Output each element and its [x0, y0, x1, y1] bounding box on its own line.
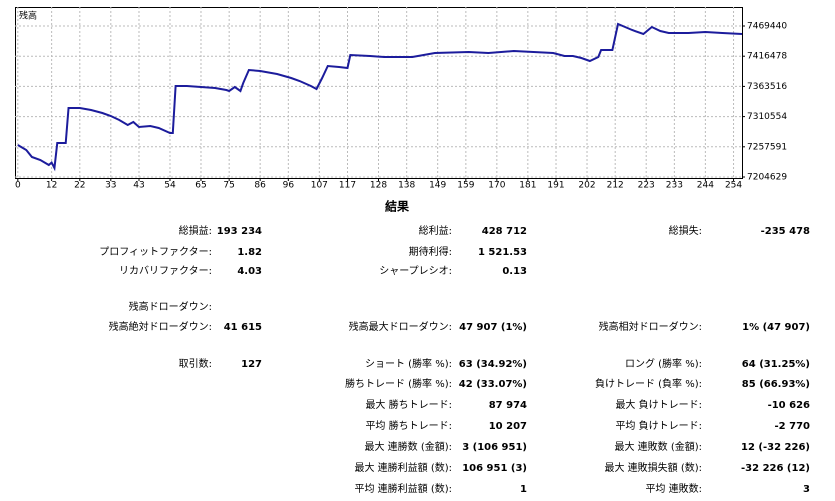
stat-label: 最大 連勝数 (金額): [364, 440, 452, 453]
x-tick-label: 159 [457, 181, 474, 191]
stat-value: 12 (-32 226) [741, 442, 810, 453]
stat-label: 平均 連敗数: [645, 482, 702, 495]
stat-value: 41 615 [224, 322, 262, 333]
x-tick-label: 75 [223, 181, 234, 191]
x-tick-label: 0 [15, 181, 21, 191]
stat-value: 47 907 (1%) [459, 322, 527, 333]
stat-label: 取引数: [179, 357, 212, 370]
stat-label: 期待利得: [409, 245, 452, 258]
stat-label: 総利益: [419, 224, 452, 237]
x-tick-label: 33 [105, 181, 116, 191]
y-tick-label: 7469440 [747, 21, 787, 31]
stat-label: 最大 勝ちトレード: [365, 398, 452, 411]
x-tick-label: 22 [74, 181, 85, 191]
y-tick-label: 7416478 [747, 52, 787, 62]
x-tick-label: 212 [607, 181, 624, 191]
stat-value: 193 234 [217, 226, 262, 237]
stat-value: 3 (106 951) [462, 442, 527, 453]
x-tick-label: 12 [46, 181, 57, 191]
x-tick-label: 107 [311, 181, 328, 191]
stat-value: 106 951 (3) [462, 463, 527, 474]
stat-label: 残高絶対ドローダウン: [109, 320, 212, 333]
stat-value: 1.82 [237, 247, 262, 258]
stat-value: 10 207 [489, 421, 527, 432]
x-tick-label: 138 [398, 181, 415, 191]
stat-value: -235 478 [761, 226, 810, 237]
x-tick-label: 233 [666, 181, 683, 191]
stat-value: 1 521.53 [478, 247, 527, 258]
x-tick-label: 244 [697, 181, 714, 191]
x-tick-label: 223 [638, 181, 655, 191]
x-tick-label: 117 [339, 181, 356, 191]
stat-label: 最大 負けトレード: [615, 398, 702, 411]
stat-value: 42 (33.07%) [459, 379, 527, 390]
x-tick-label: 202 [578, 181, 595, 191]
stat-label: 残高ドローダウン: [129, 300, 212, 313]
stat-label: 残高相対ドローダウン: [599, 320, 702, 333]
stat-value: 3 [803, 484, 810, 495]
x-tick-label: 96 [283, 181, 295, 191]
stat-value: -10 626 [768, 400, 810, 411]
stat-value: 0.13 [502, 266, 527, 277]
stat-value: 85 (66.93%) [742, 379, 810, 390]
stat-label: ショート (勝率 %): [365, 357, 452, 370]
x-tick-label: 86 [254, 181, 266, 191]
x-tick-label: 170 [488, 181, 505, 191]
y-tick-label: 7363516 [747, 82, 787, 92]
stat-label: ロング (勝率 %): [625, 357, 702, 370]
legend-label: 残高 [19, 10, 37, 22]
stat-label: 勝ちトレード (勝率 %): [345, 377, 452, 390]
stat-label: 平均 勝ちトレード: [365, 419, 452, 432]
x-tick-label: 43 [133, 181, 144, 191]
stat-value: 127 [241, 359, 262, 370]
stat-value: 87 974 [489, 400, 527, 411]
stat-label: シャープレシオ: [379, 265, 452, 277]
stat-label: リカバリファクター: [119, 265, 212, 277]
stat-value: 64 (31.25%) [742, 359, 810, 370]
stat-label: 平均 負けトレード: [615, 420, 702, 432]
stat-label: 最大 連勝利益額 (数): [354, 461, 452, 474]
stat-label: 平均 連勝利益額 (数): [354, 482, 452, 495]
stat-label: プロフィットファクター: [99, 246, 212, 258]
results-title: 結果 [385, 199, 409, 214]
stat-value: 428 712 [482, 226, 527, 237]
stat-value: 63 (34.92%) [459, 359, 527, 370]
stat-label: 総損益: [179, 224, 212, 237]
x-tick-label: 65 [195, 181, 206, 191]
y-tick-label: 7257591 [747, 142, 787, 152]
stat-value: 1 [520, 484, 527, 495]
y-tick-label: 7204629 [747, 173, 787, 183]
stat-label: 負けトレード (負率 %): [595, 377, 702, 390]
stat-value: -2 770 [775, 421, 811, 432]
stat-label: 総損失: [669, 224, 702, 237]
stat-label: 最大 連敗損失額 (数): [604, 461, 702, 474]
stat-value: 4.03 [237, 266, 262, 277]
stat-label: 残高最大ドローダウン: [349, 320, 452, 333]
stat-value: 1% (47 907) [742, 322, 810, 333]
x-tick-label: 181 [519, 181, 536, 191]
x-tick-label: 149 [429, 181, 446, 191]
stat-label: 最大 連敗数 (金額): [614, 440, 702, 453]
x-tick-label: 54 [164, 181, 176, 191]
y-tick-label: 7310554 [747, 112, 787, 122]
stat-value: -32 226 (12) [741, 463, 810, 474]
x-tick-label: 191 [547, 181, 564, 191]
x-tick-label: 128 [370, 181, 387, 191]
balance-line [17, 22, 743, 172]
x-tick-label: 254 [725, 181, 742, 191]
